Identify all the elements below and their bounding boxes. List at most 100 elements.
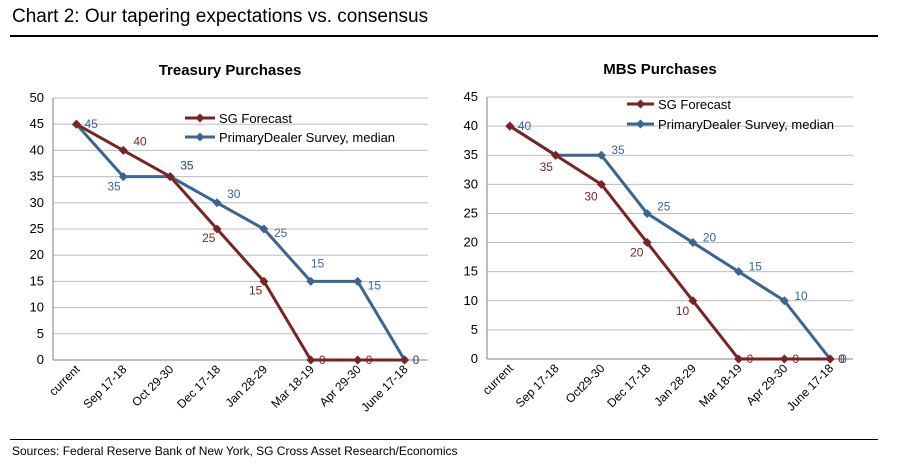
x-tick-label: June 17-18 <box>358 362 411 415</box>
data-label: 35 <box>611 143 625 157</box>
y-tick-label: 0 <box>37 352 44 367</box>
series-line-sg <box>509 124 831 361</box>
y-tick-label: 10 <box>464 293 478 308</box>
y-tick-label: 10 <box>30 300 44 315</box>
data-point <box>551 150 561 160</box>
series-line-pd <box>75 123 406 361</box>
legend-marker <box>636 119 645 129</box>
data-point <box>71 119 81 129</box>
data-point <box>259 276 269 286</box>
legend-marker <box>195 132 205 142</box>
data-point <box>779 296 789 306</box>
y-tick-label: 30 <box>464 176 478 191</box>
data-label: 30 <box>584 189 598 203</box>
x-tick-label: Sep 17-18 <box>80 362 129 411</box>
data-label: 0 <box>319 353 326 367</box>
data-label: 15 <box>749 260 763 274</box>
y-tick-label: 30 <box>30 195 44 210</box>
legend-label: SG Forecast <box>658 97 731 112</box>
y-tick-label: 20 <box>464 235 478 250</box>
x-tick-label: current <box>46 362 83 399</box>
data-point <box>642 238 652 248</box>
data-point <box>400 355 410 365</box>
data-point <box>505 121 515 131</box>
y-tick-label: 5 <box>471 322 478 337</box>
x-tick-label: current <box>480 361 517 398</box>
x-tick-label: June 17-18 <box>784 361 837 414</box>
source-note: Sources: Federal Reserve Bank of New Yor… <box>12 444 458 458</box>
data-label: 0 <box>792 352 799 366</box>
chart-1: Treasury Purchases 0 5 10 15 20 25 30 35 40 45 50 cu… <box>30 62 428 415</box>
data-label: 0 <box>747 352 754 366</box>
chart-title: Chart 2: Our tapering expectations vs. c… <box>12 6 429 27</box>
data-label: 0 <box>838 352 845 366</box>
data-label: 15 <box>249 283 263 297</box>
data-label: 40 <box>518 119 532 133</box>
y-tick-label: 15 <box>30 273 44 288</box>
data-point <box>642 208 652 218</box>
y-tick-label: 50 <box>30 90 44 105</box>
y-tick-label: 35 <box>464 147 478 162</box>
y-tick-label: 40 <box>30 142 44 157</box>
data-point <box>596 150 606 160</box>
data-label: 25 <box>274 226 288 240</box>
data-point <box>596 179 606 189</box>
data-label: 0 <box>366 353 373 367</box>
y-tick-label: 5 <box>37 326 44 341</box>
chart-2: MBS Purchases 0 5 10 15 20 25 30 35 40 45 currentSe… <box>464 61 853 414</box>
data-point <box>779 354 789 364</box>
y-tick-label: 45 <box>30 116 44 131</box>
top-rule <box>10 35 878 37</box>
y-tick-label: 0 <box>471 351 478 366</box>
legend-marker <box>636 99 645 109</box>
data-point <box>212 224 222 234</box>
legend-label: SG Forecast <box>219 111 292 126</box>
x-tick-label: Apr 29-30 <box>743 361 790 408</box>
data-label: 0 <box>413 353 420 367</box>
data-point <box>353 276 363 286</box>
data-point <box>734 354 744 364</box>
y-tick-label: 25 <box>464 205 478 220</box>
x-tick-label: Dec 17-18 <box>604 361 653 410</box>
data-point <box>688 296 698 306</box>
data-point <box>353 355 363 365</box>
x-tick-label: Oct29-30 <box>563 361 608 406</box>
series-line-pd <box>509 124 832 360</box>
data-label: 0 <box>413 353 420 367</box>
data-label: 10 <box>794 289 808 303</box>
data-label: 25 <box>657 199 671 213</box>
x-tick-label: Jan 28-29 <box>222 362 270 410</box>
y-tick-label: 20 <box>30 247 44 262</box>
x-tick-label: Dec 17-18 <box>174 362 223 411</box>
data-label: 45 <box>84 117 98 131</box>
panel-title: MBS Purchases <box>603 61 716 78</box>
y-tick-label: 35 <box>30 169 44 184</box>
data-label: 20 <box>630 246 644 260</box>
data-point <box>118 172 128 182</box>
x-tick-label: Sep 17-18 <box>513 361 562 410</box>
y-tick-label: 40 <box>464 118 478 133</box>
data-point <box>306 276 316 286</box>
data-label: 35 <box>180 159 194 173</box>
data-label: 15 <box>311 256 325 270</box>
data-label: 35 <box>540 160 554 174</box>
data-label: 35 <box>180 159 194 173</box>
y-tick-label: 15 <box>464 264 478 279</box>
data-label: 35 <box>107 180 121 194</box>
data-point <box>118 145 128 155</box>
data-point <box>825 354 835 364</box>
legend-label: PrimaryDealer Survey, median <box>219 130 395 145</box>
legend-label: PrimaryDealer Survey, median <box>658 117 834 132</box>
data-label: 20 <box>703 231 717 245</box>
x-tick-label: Oct 29-30 <box>129 362 176 409</box>
y-tick-label: 25 <box>30 221 44 236</box>
x-tick-label: Mar 18-19 <box>268 362 317 411</box>
data-point <box>688 238 698 248</box>
x-tick-label: Mar 18-19 <box>696 361 745 410</box>
data-label: 15 <box>368 278 382 292</box>
y-tick-label: 45 <box>464 89 478 104</box>
data-point <box>212 198 222 208</box>
data-point <box>734 267 744 277</box>
bottom-rule <box>10 439 878 440</box>
